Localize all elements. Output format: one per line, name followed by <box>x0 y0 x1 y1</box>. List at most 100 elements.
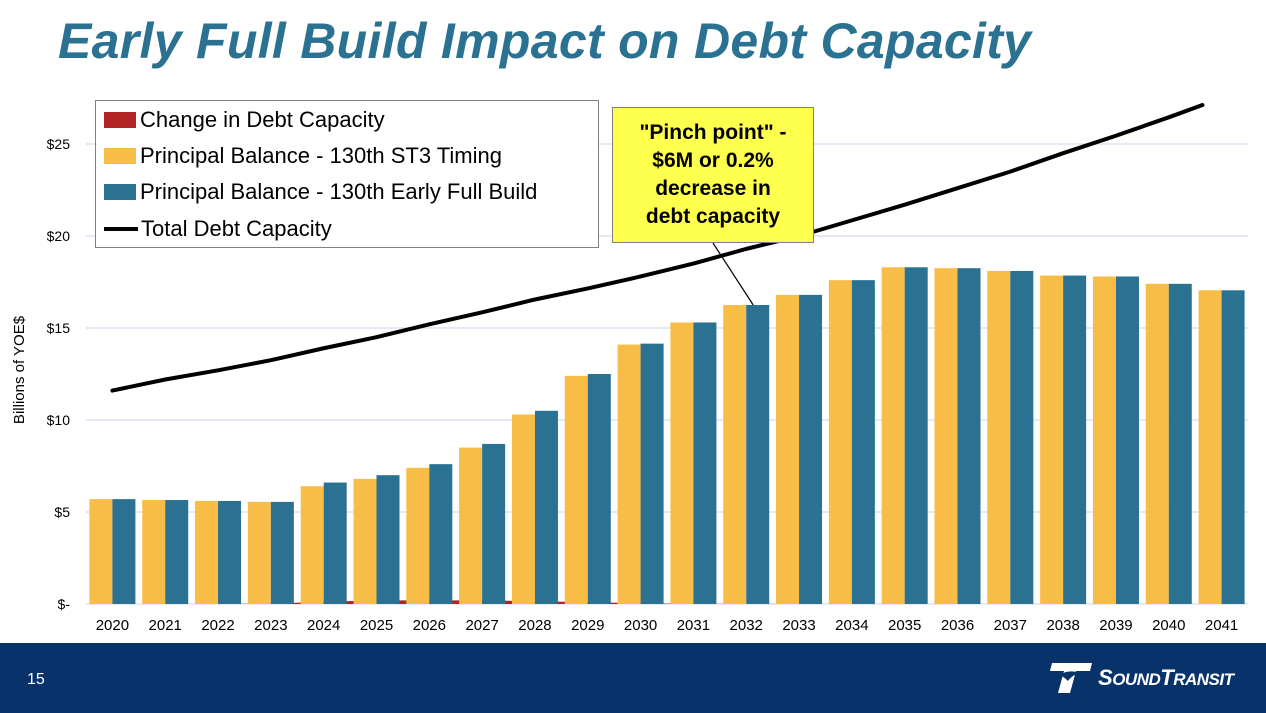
y-tick-label: $5 <box>54 504 70 520</box>
callout-line: $6M or 0.2% <box>652 149 774 172</box>
bar-early-full-build-2036 <box>957 268 981 604</box>
bar-st3-timing-2022 <box>195 500 219 604</box>
bar-early-full-build-2033 <box>799 294 823 604</box>
y-tick-label: $10 <box>47 412 71 428</box>
y-tick-label: $- <box>58 596 71 612</box>
bar-st3-timing-2040 <box>1145 283 1169 604</box>
legend-item-early-full-build: Principal Balance - 130th Early Full Bui… <box>104 174 537 210</box>
bar-early-full-build-2025 <box>376 475 400 604</box>
y-tick-label: $20 <box>47 228 71 244</box>
bar-st3-timing-2032 <box>723 305 747 604</box>
bar-st3-timing-2027 <box>459 447 483 604</box>
x-tick-label: 2035 <box>888 617 921 634</box>
y-tick-label: $25 <box>47 136 71 152</box>
legend-item-total-debt: Total Debt Capacity <box>104 211 332 247</box>
bar-early-full-build-2028 <box>534 410 558 604</box>
slide-title: Early Full Build Impact on Debt Capacity <box>58 13 1032 69</box>
slide-footer: 15 SOUNDTRANSIT <box>0 643 1266 713</box>
debt-capacity-chart: $-$5$10$15$20$25 Billions of YOE$ 2020 20… <box>11 103 1248 634</box>
bar-st3-timing-2031 <box>670 322 694 604</box>
x-axis-ticks: 2020 2021 2022 2023 2024 2025 2026 2027 2028 2029… <box>96 617 1239 634</box>
bar-early-full-build-2038 <box>1063 275 1087 604</box>
bar-st3-timing-2021 <box>142 500 166 604</box>
legend-label: Change in Debt Capacity <box>140 107 385 132</box>
pinch-point-callout: "Pinch point" - $6M or 0.2% decrease in … <box>612 107 814 243</box>
bar-early-full-build-2035 <box>904 267 928 604</box>
legend-swatch-early <box>104 184 136 200</box>
logo-wordmark: SOUNDTRANSIT <box>1098 665 1234 690</box>
bar-st3-timing-2037 <box>987 270 1011 604</box>
bar-early-full-build-2026 <box>429 464 453 604</box>
sound-transit-logo-icon <box>1050 663 1092 693</box>
bar-early-full-build-2039 <box>1115 276 1139 604</box>
bar-st3-timing-2039 <box>1092 276 1116 604</box>
x-tick-label: 2024 <box>307 617 340 634</box>
total-debt-capacity-line <box>110 103 1205 393</box>
chart-legend: Change in Debt Capacity Principal Balanc… <box>95 100 599 248</box>
bar-st3-timing-2036 <box>934 268 958 604</box>
bar-st3-timing-2020 <box>89 499 113 604</box>
sound-transit-logo: SOUNDTRANSIT <box>1050 661 1234 695</box>
bar-st3-timing-2033 <box>776 294 800 604</box>
bar-st3-timing-2028 <box>511 414 535 604</box>
bar-early-full-build-2040 <box>1168 283 1192 604</box>
x-tick-label: 2038 <box>1046 617 1079 634</box>
y-axis-label: Billions of YOE$ <box>11 315 28 424</box>
bar-early-full-build-2030 <box>640 343 664 604</box>
bar-st3-timing-2025 <box>353 478 377 604</box>
bar-early-full-build-2032 <box>746 305 770 604</box>
y-tick-label: $15 <box>47 320 71 336</box>
x-tick-label: 2023 <box>254 617 287 634</box>
x-tick-label: 2031 <box>677 617 710 634</box>
x-tick-label: 2041 <box>1205 617 1238 634</box>
bar-early-full-build-2023 <box>270 501 294 604</box>
principal-balance-bars <box>89 267 1245 604</box>
bar-st3-timing-2024 <box>300 486 324 604</box>
x-tick-label: 2033 <box>782 617 815 634</box>
bar-st3-timing-2034 <box>828 280 852 604</box>
x-tick-label: 2034 <box>835 617 868 634</box>
x-tick-label: 2037 <box>994 617 1027 634</box>
x-tick-label: 2027 <box>465 617 498 634</box>
callout-leader-line <box>712 242 754 306</box>
bar-early-full-build-2024 <box>323 482 347 604</box>
bar-st3-timing-2035 <box>881 267 905 604</box>
x-tick-label: 2032 <box>730 617 763 634</box>
x-tick-label: 2026 <box>413 617 446 634</box>
y-axis-ticks: $- $5 $10 $15 $20 $25 <box>47 136 71 612</box>
x-tick-label: 2022 <box>201 617 234 634</box>
x-tick-label: 2025 <box>360 617 393 634</box>
x-tick-label: 2020 <box>96 617 129 634</box>
bar-st3-timing-2038 <box>1040 275 1064 604</box>
bar-early-full-build-2020 <box>112 499 136 604</box>
x-tick-label: 2029 <box>571 617 604 634</box>
x-tick-label: 2040 <box>1152 617 1185 634</box>
bar-early-full-build-2022 <box>218 500 242 604</box>
bar-st3-timing-2023 <box>247 501 271 604</box>
legend-label: Total Debt Capacity <box>141 216 332 241</box>
bar-early-full-build-2021 <box>165 500 189 604</box>
bar-early-full-build-2027 <box>482 443 506 604</box>
x-tick-label: 2021 <box>149 617 182 634</box>
legend-item-st3-timing: Principal Balance - 130th ST3 Timing <box>104 138 502 174</box>
bar-early-full-build-2034 <box>851 280 875 604</box>
legend-label: Principal Balance - 130th ST3 Timing <box>140 143 502 168</box>
x-tick-label: 2028 <box>518 617 551 634</box>
callout-line: "Pinch point" - <box>639 121 787 144</box>
total-debt-capacity-line <box>110 103 1205 393</box>
bar-st3-timing-2029 <box>564 375 588 604</box>
bar-early-full-build-2031 <box>693 322 717 604</box>
bar-st3-timing-2041 <box>1198 290 1222 604</box>
bar-st3-timing-2026 <box>406 467 430 604</box>
legend-label: Principal Balance - 130th Early Full Bui… <box>140 179 538 204</box>
x-tick-label: 2039 <box>1099 617 1132 634</box>
legend-item-change: Change in Debt Capacity <box>104 102 385 138</box>
page-number: 15 <box>27 671 45 688</box>
legend-swatch-change <box>104 112 136 128</box>
bar-early-full-build-2041 <box>1221 290 1245 604</box>
bar-early-full-build-2037 <box>1010 270 1034 604</box>
legend-swatch-st3 <box>104 148 136 164</box>
bar-st3-timing-2030 <box>617 344 641 604</box>
bar-early-full-build-2029 <box>587 374 611 604</box>
callout-line: decrease in <box>655 177 771 200</box>
